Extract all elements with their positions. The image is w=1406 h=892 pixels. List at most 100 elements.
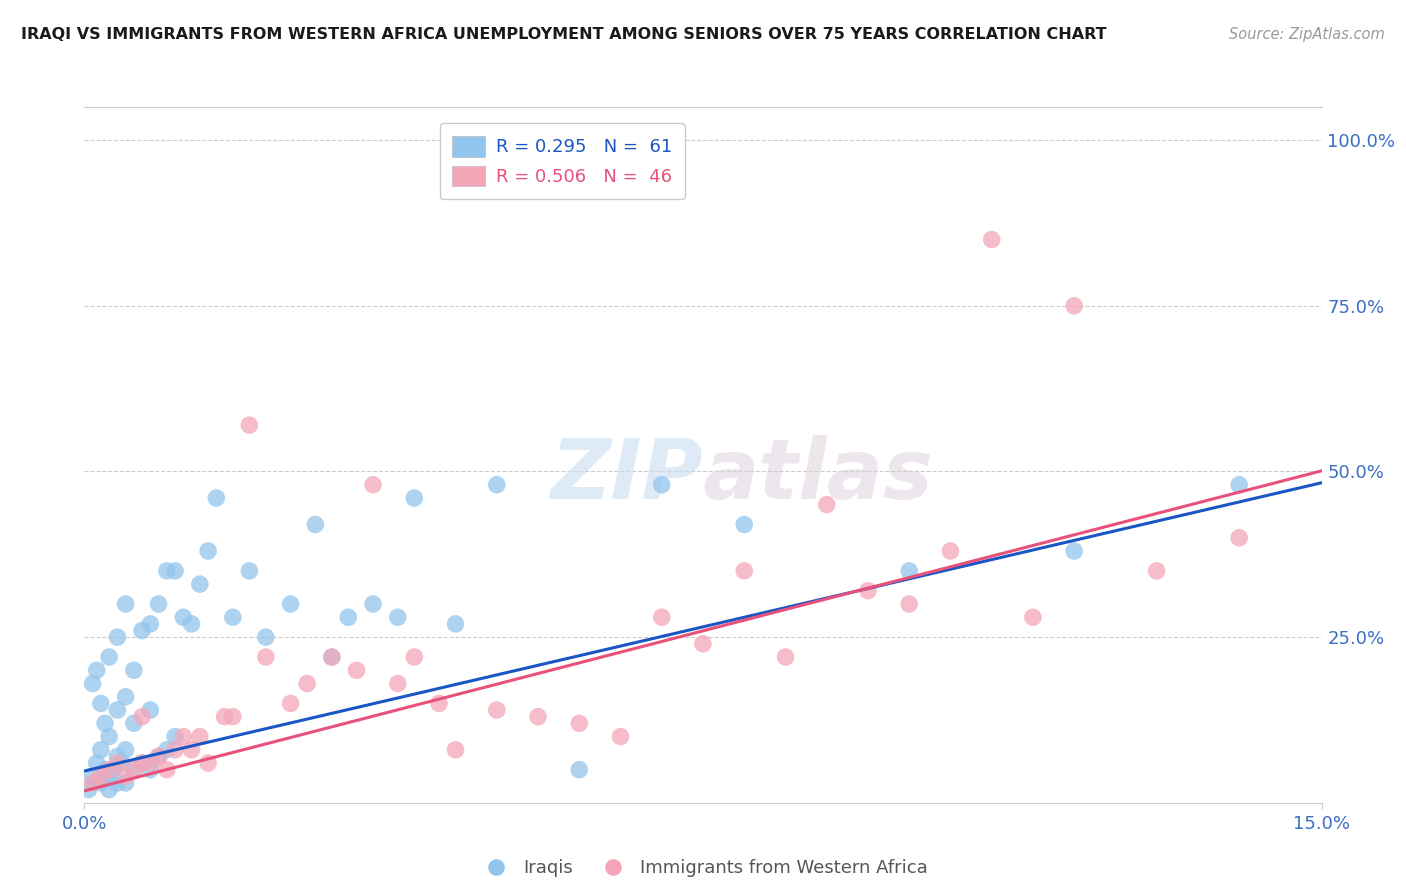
Text: Source: ZipAtlas.com: Source: ZipAtlas.com — [1229, 27, 1385, 42]
Point — [90, 776, 112, 790]
Point — [156, 763, 179, 777]
Point — [82, 676, 104, 690]
Point — [139, 703, 162, 717]
Point — [98, 650, 121, 665]
Point — [98, 730, 121, 744]
Point — [980, 233, 1002, 247]
Point — [254, 650, 277, 665]
Point — [114, 743, 136, 757]
Point — [214, 709, 236, 723]
Point — [898, 564, 921, 578]
Point — [188, 730, 211, 744]
Point — [205, 491, 228, 505]
Point — [568, 763, 591, 777]
Point — [1146, 564, 1168, 578]
Point — [1022, 610, 1045, 624]
Point — [238, 564, 260, 578]
Text: ZIP: ZIP — [550, 435, 703, 516]
Point — [105, 630, 128, 644]
Point — [361, 597, 384, 611]
Point — [304, 517, 326, 532]
Point — [114, 769, 136, 783]
Point — [110, 756, 132, 770]
Point — [387, 610, 409, 624]
Point — [165, 730, 187, 744]
Point — [346, 663, 368, 677]
Point — [321, 650, 343, 665]
Point — [98, 763, 121, 777]
Point — [444, 616, 467, 631]
Point — [568, 716, 591, 731]
Point — [775, 650, 797, 665]
Point — [148, 749, 170, 764]
Point — [148, 749, 170, 764]
Point — [114, 690, 136, 704]
Point — [485, 477, 508, 491]
Point — [122, 763, 145, 777]
Point — [131, 756, 153, 770]
Point — [222, 709, 245, 723]
Point — [131, 624, 153, 638]
Point — [122, 763, 145, 777]
Point — [86, 756, 108, 770]
Point — [180, 743, 202, 757]
Point — [321, 650, 343, 665]
Point — [105, 703, 128, 717]
Text: IRAQI VS IMMIGRANTS FROM WESTERN AFRICA UNEMPLOYMENT AMONG SENIORS OVER 75 YEARS: IRAQI VS IMMIGRANTS FROM WESTERN AFRICA … — [21, 27, 1107, 42]
Point — [280, 697, 302, 711]
Point — [94, 716, 117, 731]
Point — [444, 743, 467, 757]
Point — [651, 610, 673, 624]
Point — [114, 597, 136, 611]
Point — [114, 776, 136, 790]
Point — [122, 716, 145, 731]
Point — [1227, 531, 1250, 545]
Point — [404, 491, 426, 505]
Point — [733, 517, 755, 532]
Point — [139, 756, 162, 770]
Point — [94, 763, 117, 777]
Point — [105, 756, 128, 770]
Point — [103, 763, 125, 777]
Point — [238, 418, 260, 433]
Point — [90, 769, 112, 783]
Point — [609, 730, 631, 744]
Point — [222, 610, 245, 624]
Point — [485, 703, 508, 717]
Point — [98, 769, 121, 783]
Point — [733, 564, 755, 578]
Point — [156, 743, 179, 757]
Point — [165, 564, 187, 578]
Point — [1063, 299, 1085, 313]
Point — [90, 743, 112, 757]
Point — [82, 769, 104, 783]
Point — [197, 544, 219, 558]
Point — [1063, 544, 1085, 558]
Point — [295, 676, 318, 690]
Point — [188, 577, 211, 591]
Point — [98, 782, 121, 797]
Point — [148, 597, 170, 611]
Point — [1227, 477, 1250, 491]
Point — [197, 756, 219, 770]
Point — [172, 730, 194, 744]
Point — [131, 709, 153, 723]
Point — [939, 544, 962, 558]
Point — [172, 610, 194, 624]
Point — [254, 630, 277, 644]
Point — [105, 776, 128, 790]
Point — [105, 749, 128, 764]
Point — [404, 650, 426, 665]
Point — [527, 709, 550, 723]
Point — [427, 697, 450, 711]
Point — [856, 583, 879, 598]
Point — [180, 616, 202, 631]
Point — [139, 616, 162, 631]
Point — [387, 676, 409, 690]
Point — [82, 776, 104, 790]
Point — [651, 477, 673, 491]
Point — [90, 697, 112, 711]
Point — [139, 763, 162, 777]
Point — [131, 756, 153, 770]
Legend: Iraqis, Immigrants from Western Africa: Iraqis, Immigrants from Western Africa — [471, 852, 935, 884]
